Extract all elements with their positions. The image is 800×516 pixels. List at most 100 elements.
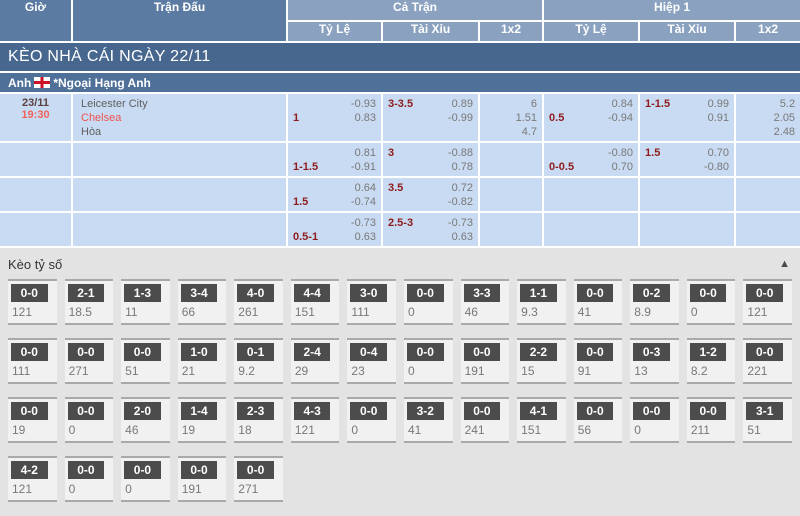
h1-handicap-cell[interactable]	[542, 176, 641, 213]
score-odds-value: 66	[181, 305, 196, 319]
score-label: 2-3	[237, 402, 274, 420]
score-odds-cell[interactable]: 1-4 19	[177, 397, 227, 443]
odds-value: 0.84	[611, 98, 634, 110]
match-teams-cell: Leicester City Chelsea Hòa	[71, 92, 288, 143]
score-odds-cell[interactable]: 0-0 121	[743, 279, 792, 325]
score-section-header: Kèo tỷ số ▲	[0, 253, 800, 273]
h1-1x2-cell[interactable]: 5.2 2.05 2.48	[734, 92, 800, 143]
ft-over-under-cell[interactable]: 3-3.5 0.89 -0.99	[381, 92, 480, 143]
score-grid-empty-slot	[574, 456, 623, 502]
score-odds-cell[interactable]: 3-2 41	[404, 397, 453, 443]
score-odds-cell[interactable]: 0-2 8.9	[630, 279, 679, 325]
h1-1x2-cell[interactable]	[734, 141, 800, 178]
score-odds-cell[interactable]: 4-3 121	[290, 397, 340, 443]
score-odds-cell[interactable]: 0-0 0	[64, 397, 114, 443]
odds-value: 6	[530, 98, 538, 110]
h1-handicap-cell[interactable]: -0.80 0-0.5 0.70	[542, 141, 641, 178]
odds-value: 0.99	[707, 98, 730, 110]
score-odds-cell[interactable]: 0-0 111	[8, 338, 57, 384]
score-odds-cell[interactable]: 3-4 66	[177, 279, 227, 325]
score-odds-cell[interactable]: 1-3 11	[121, 279, 170, 325]
score-odds-cell[interactable]: 0-0 191	[177, 456, 227, 502]
score-label: 0-0	[237, 461, 274, 479]
ft-handicap-cell[interactable]: 0.64 1.5 -0.74	[286, 176, 383, 213]
league-name: *Ngoại Hạng Anh	[53, 76, 151, 90]
h1-1x2-cell[interactable]	[734, 176, 800, 213]
score-odds-cell[interactable]: 0-0 0	[404, 279, 453, 325]
score-odds-cell[interactable]: 0-0 0	[121, 456, 170, 502]
score-odds-cell[interactable]: 0-3 13	[630, 338, 679, 384]
score-grid-empty-slot	[687, 456, 736, 502]
ft-over-under-cell[interactable]: 3.5 0.72 -0.82	[381, 176, 480, 213]
score-odds-cell[interactable]: 3-3 46	[460, 279, 510, 325]
score-odds-value: 46	[125, 423, 139, 437]
ft-1x2-cell[interactable]	[477, 141, 545, 178]
odds-line: 1-1.5 0.99	[645, 97, 729, 111]
score-label: 4-1	[520, 402, 557, 420]
h1-1x2-cell[interactable]	[734, 211, 800, 248]
score-odds-cell[interactable]: 0-0 191	[460, 338, 510, 384]
ft-over-under-cell[interactable]: 3 -0.88 0.78	[381, 141, 480, 178]
score-odds-cell[interactable]: 0-0 0	[64, 456, 114, 502]
score-odds-cell[interactable]: 3-0 111	[347, 279, 396, 325]
score-odds-cell[interactable]: 0-0 211	[686, 397, 736, 443]
handicap-value: 3-3.5	[388, 98, 414, 110]
score-odds-cell[interactable]: 0-0 0	[630, 397, 679, 443]
score-odds-cell[interactable]: 2-1 18.5	[64, 279, 114, 325]
h1-over-under-cell[interactable]: 1-1.5 0.99 0.91	[638, 92, 737, 143]
score-odds-value: 56	[577, 423, 592, 437]
score-odds-cell[interactable]: 2-2 15	[517, 338, 566, 384]
score-odds-cell[interactable]: 0-0 0	[347, 397, 396, 443]
h1-handicap-cell[interactable]	[542, 211, 641, 248]
ft-handicap-cell[interactable]: 0.81 1-1.5 -0.91	[286, 141, 383, 178]
ft-handicap-cell[interactable]: -0.73 0.5-1 0.63	[286, 211, 383, 248]
score-odds-cell[interactable]: 1-2 8.2	[686, 338, 736, 384]
column-header-full-time: Cả Trận	[285, 0, 545, 22]
h1-over-under-cell[interactable]	[638, 176, 737, 213]
score-odds-cell[interactable]: 2-3 18	[234, 397, 283, 443]
home-team-name: Leicester City	[81, 98, 148, 110]
handicap-value: 0-0.5	[549, 161, 575, 173]
score-odds-cell[interactable]: 1-1 9.3	[517, 279, 566, 325]
score-odds-cell[interactable]: 0-0 0	[686, 279, 736, 325]
score-label: 0-0	[67, 461, 105, 479]
score-odds-cell[interactable]: 4-0 261	[234, 279, 283, 325]
score-label: 0-0	[124, 343, 161, 361]
score-odds-cell[interactable]: 4-1 151	[517, 397, 566, 443]
league-bar[interactable]: Anh *Ngoại Hạng Anh	[0, 71, 800, 94]
odds-value: 0.64	[354, 182, 376, 194]
score-odds-cell[interactable]: 3-1 51	[743, 397, 792, 443]
odds-value: 0.72	[451, 182, 473, 194]
odds-value: 0.70	[707, 147, 730, 159]
score-odds-cell[interactable]: 0-0 91	[573, 338, 623, 384]
ft-1x2-cell[interactable]	[477, 176, 545, 213]
score-odds-cell[interactable]: 2-4 29	[290, 338, 340, 384]
odds-value: -0.73	[447, 217, 473, 229]
score-odds-cell[interactable]: 0-1 9.2	[234, 338, 283, 384]
score-odds-cell[interactable]: 0-0 241	[460, 397, 510, 443]
score-odds-cell[interactable]: 2-0 46	[121, 397, 170, 443]
score-odds-cell[interactable]: 0-0 0	[404, 338, 453, 384]
odds-value: -0.91	[350, 161, 376, 173]
ft-over-under-cell[interactable]: 2.5-3 -0.73 0.63	[381, 211, 480, 248]
odds-line: 1 0.83	[293, 111, 376, 125]
score-odds-cell[interactable]: 4-2 121	[8, 456, 57, 502]
score-odds-cell[interactable]: 4-4 151	[290, 279, 340, 325]
score-odds-cell[interactable]: 0-0 51	[121, 338, 170, 384]
score-odds-cell[interactable]: 0-0 19	[8, 397, 57, 443]
ft-1x2-cell[interactable]	[477, 211, 545, 248]
score-odds-cell[interactable]: 0-4 23	[347, 338, 396, 384]
score-odds-cell[interactable]: 0-0 221	[743, 338, 792, 384]
score-odds-cell[interactable]: 0-0 271	[234, 456, 283, 502]
score-odds-cell[interactable]: 0-0 56	[573, 397, 623, 443]
h1-over-under-cell[interactable]: 1.5 0.70 -0.80	[638, 141, 737, 178]
score-odds-cell[interactable]: 1-0 21	[177, 338, 227, 384]
score-odds-cell[interactable]: 0-0 271	[64, 338, 114, 384]
h1-handicap-cell[interactable]: 0.84 0.5 -0.94	[542, 92, 641, 143]
h1-over-under-cell[interactable]	[638, 211, 737, 248]
ft-1x2-cell[interactable]: 6 1.51 4.7	[477, 92, 545, 143]
collapse-arrow-icon[interactable]: ▲	[779, 258, 790, 270]
ft-handicap-cell[interactable]: -0.93 1 0.83	[286, 92, 383, 143]
score-odds-cell[interactable]: 0-0 41	[573, 279, 623, 325]
score-odds-cell[interactable]: 0-0 121	[8, 279, 57, 325]
